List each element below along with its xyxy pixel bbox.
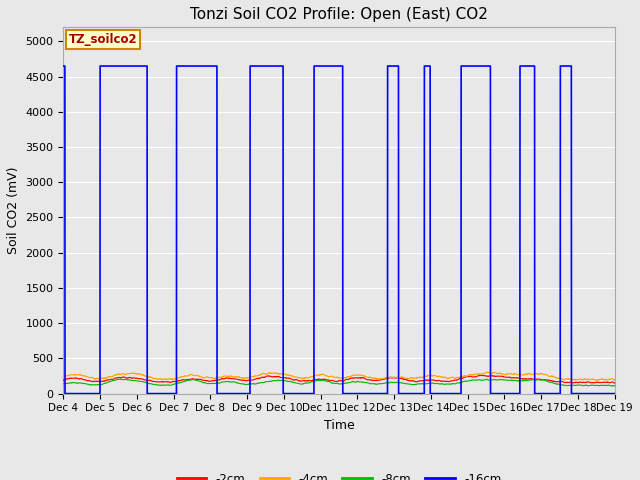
Y-axis label: Soil CO2 (mV): Soil CO2 (mV) [7, 167, 20, 254]
Legend: -2cm, -4cm, -8cm, -16cm: -2cm, -4cm, -8cm, -16cm [172, 468, 506, 480]
Title: Tonzi Soil CO2 Profile: Open (East) CO2: Tonzi Soil CO2 Profile: Open (East) CO2 [190, 7, 488, 22]
X-axis label: Time: Time [324, 419, 355, 432]
Text: TZ_soilco2: TZ_soilco2 [69, 33, 138, 46]
